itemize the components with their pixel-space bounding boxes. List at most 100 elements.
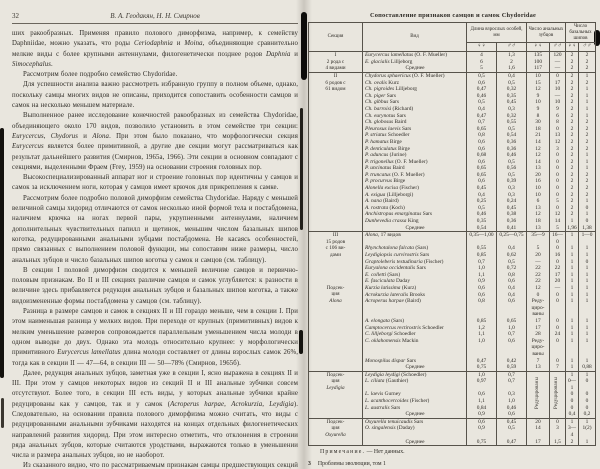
value-cell: 1 (565, 364, 579, 372)
table-row: Ch. globosus Baird 0,7 0,55 30 8 2 2 (309, 119, 596, 126)
table-row: Camptocercus rectirostris Schoedler 1,2 1,… (309, 324, 596, 332)
value-cell: 0,47 (466, 86, 497, 93)
value-cell: 0,5 (466, 99, 497, 106)
species-cell: Dunhevedia crassa King (362, 218, 467, 225)
value-cell: 0 (577, 391, 596, 399)
species-cell: Среднее (362, 224, 467, 232)
paragraph: Разница в размере самцов и самок в секци… (12, 308, 298, 367)
value-cell: 2 (565, 125, 579, 133)
value-cell: 12 (526, 284, 550, 292)
value-cell: 0,6 (496, 337, 527, 358)
species-cell: A. nana (Baird) (362, 198, 467, 205)
value-cell: 28 (526, 331, 550, 338)
scan-artifact (300, 108, 303, 230)
value-cell: 17 (526, 317, 550, 325)
value-cell: — (526, 258, 550, 266)
value-cell: 10 (526, 99, 550, 106)
value-cell: 1,1 (466, 271, 497, 279)
species-cell: Anchistropus emarginatus Sars (362, 211, 467, 219)
value-cell: 0,6 (466, 417, 497, 426)
value-cell: 0,75 (466, 438, 497, 446)
value-cell: 2 (577, 191, 596, 199)
value-cell: 0,5 (496, 258, 527, 266)
value-cell: 0,3 (496, 185, 527, 192)
value-cell: 7 (549, 364, 566, 372)
value-cell: 0 (549, 298, 566, 318)
value-cell: 0,4 (565, 411, 579, 419)
value-cell: 2 (565, 191, 579, 199)
value-cell: 0,6 (466, 391, 497, 399)
value-cell: 2 (577, 171, 596, 179)
value-cell: 0,45 (496, 417, 527, 426)
table-row: Ch. barroisi (Richard) 0,4 0,3 9 9 2 1 (309, 105, 596, 113)
value-cell: 1 (565, 291, 579, 299)
value-cell: 1,6 (496, 65, 527, 73)
table-title: Сопоставление признаков самцов и самок C… (369, 12, 537, 19)
value-cell: 12 (526, 145, 550, 153)
species-cell: P. uncinatus Baird (362, 165, 467, 172)
note-label: Примечание. (320, 449, 366, 456)
species-cell: Среднее (362, 364, 467, 372)
species-cell: P. denticulatus Birge (362, 145, 467, 153)
species-cell: Leydigia leydigi (Schoedler) (362, 370, 467, 379)
table-row: Euryalona occidentalis Sars 1,0 0,72 22 22 1 1 (309, 265, 596, 272)
value-cell: 0 (549, 152, 566, 159)
value-cell: 13 (549, 132, 566, 139)
species-cell: L. ciliata (Gauthier) (362, 378, 467, 392)
value-cell: 14 (549, 218, 566, 225)
female-symbol: ♀♀ (565, 42, 579, 53)
value-cell: 1,3 (496, 51, 527, 59)
value-cell: 0,65 (466, 125, 497, 133)
species-cell: L. australis Sars (362, 404, 467, 412)
value-cell: 1 (565, 265, 579, 272)
value-cell: 135 (526, 51, 550, 59)
value-cell: 0,6 (466, 291, 497, 299)
running-head: 32 В. А. Геодакян, Н. Н. Смирнов (12, 12, 298, 24)
value-cell: 0,5 (496, 171, 527, 179)
species-cell: P. hamatus Birge (362, 138, 467, 146)
value-cell: 12 (526, 86, 550, 93)
value-cell: 0,85 (466, 252, 497, 259)
value-cell: 0,5 (496, 79, 527, 87)
table-row: P. uncinatus Baird 0,65 0,56 13 0 2 1 (309, 165, 596, 172)
value-cell: 0,5 (466, 204, 497, 212)
value-cell: 12 (526, 211, 550, 219)
value-cell: 2 (565, 198, 579, 205)
scan-artifact (594, 30, 600, 46)
value-cell: 1,0 (466, 370, 497, 379)
species-cell: Oxyurella tenuicaudis Sars (362, 417, 467, 426)
value-cell: 1,0 (466, 337, 497, 358)
value-cell: 1 (577, 370, 596, 379)
value-cell: 21 (526, 132, 550, 139)
value-cell: — (549, 92, 566, 100)
table-row: Acrokurzia lateralis Brooks 0,6 0,4 0 0 1 1 (309, 291, 596, 299)
value-cell: 1 (577, 324, 596, 332)
value-cell: 0 (549, 245, 566, 252)
value-cell: 1 (577, 158, 596, 166)
printers-signature: 3 Проблемы эволюции, том 1 (308, 461, 598, 467)
value-cell: 0,41 (496, 224, 527, 232)
value-cell: 0,45 (496, 99, 527, 106)
value-cell: 0,6 (466, 79, 497, 87)
value-cell: 120 (549, 51, 566, 59)
signature-text: Проблемы эволюции, том 1 (317, 461, 386, 468)
value-cell: 0,4 (496, 71, 527, 80)
value-cell: 0,9 (466, 278, 497, 285)
value-cell: 3 (549, 425, 566, 439)
value-cell: 0,38 (496, 211, 527, 219)
species-cell: Ch. eurynotus Sars (362, 112, 467, 120)
species-cell: Rhynchotalona falcata (Sars) (362, 245, 467, 252)
table-row: Pleuroxus laevis Sars 0,65 0,5 18 0 2 2 (309, 125, 596, 133)
value-cell: 2 (577, 145, 596, 153)
table-row: L. australis Sars 0,84 0,46 0 0 (309, 404, 596, 412)
value-cell: 2 (565, 165, 579, 172)
value-cell: 0,3 (496, 191, 527, 199)
value-cell: 0,54 (466, 224, 497, 232)
value-cell: 0,6 (466, 145, 497, 153)
column-header-length: Длина взрослых особей, мм (466, 22, 527, 44)
value-cell: 6 (549, 112, 566, 120)
value-cell: 0,55 (496, 119, 527, 126)
value-cell: 1—0 (577, 231, 596, 246)
value-cell: 2 (565, 171, 579, 179)
value-cell: 0,7 (496, 378, 527, 392)
